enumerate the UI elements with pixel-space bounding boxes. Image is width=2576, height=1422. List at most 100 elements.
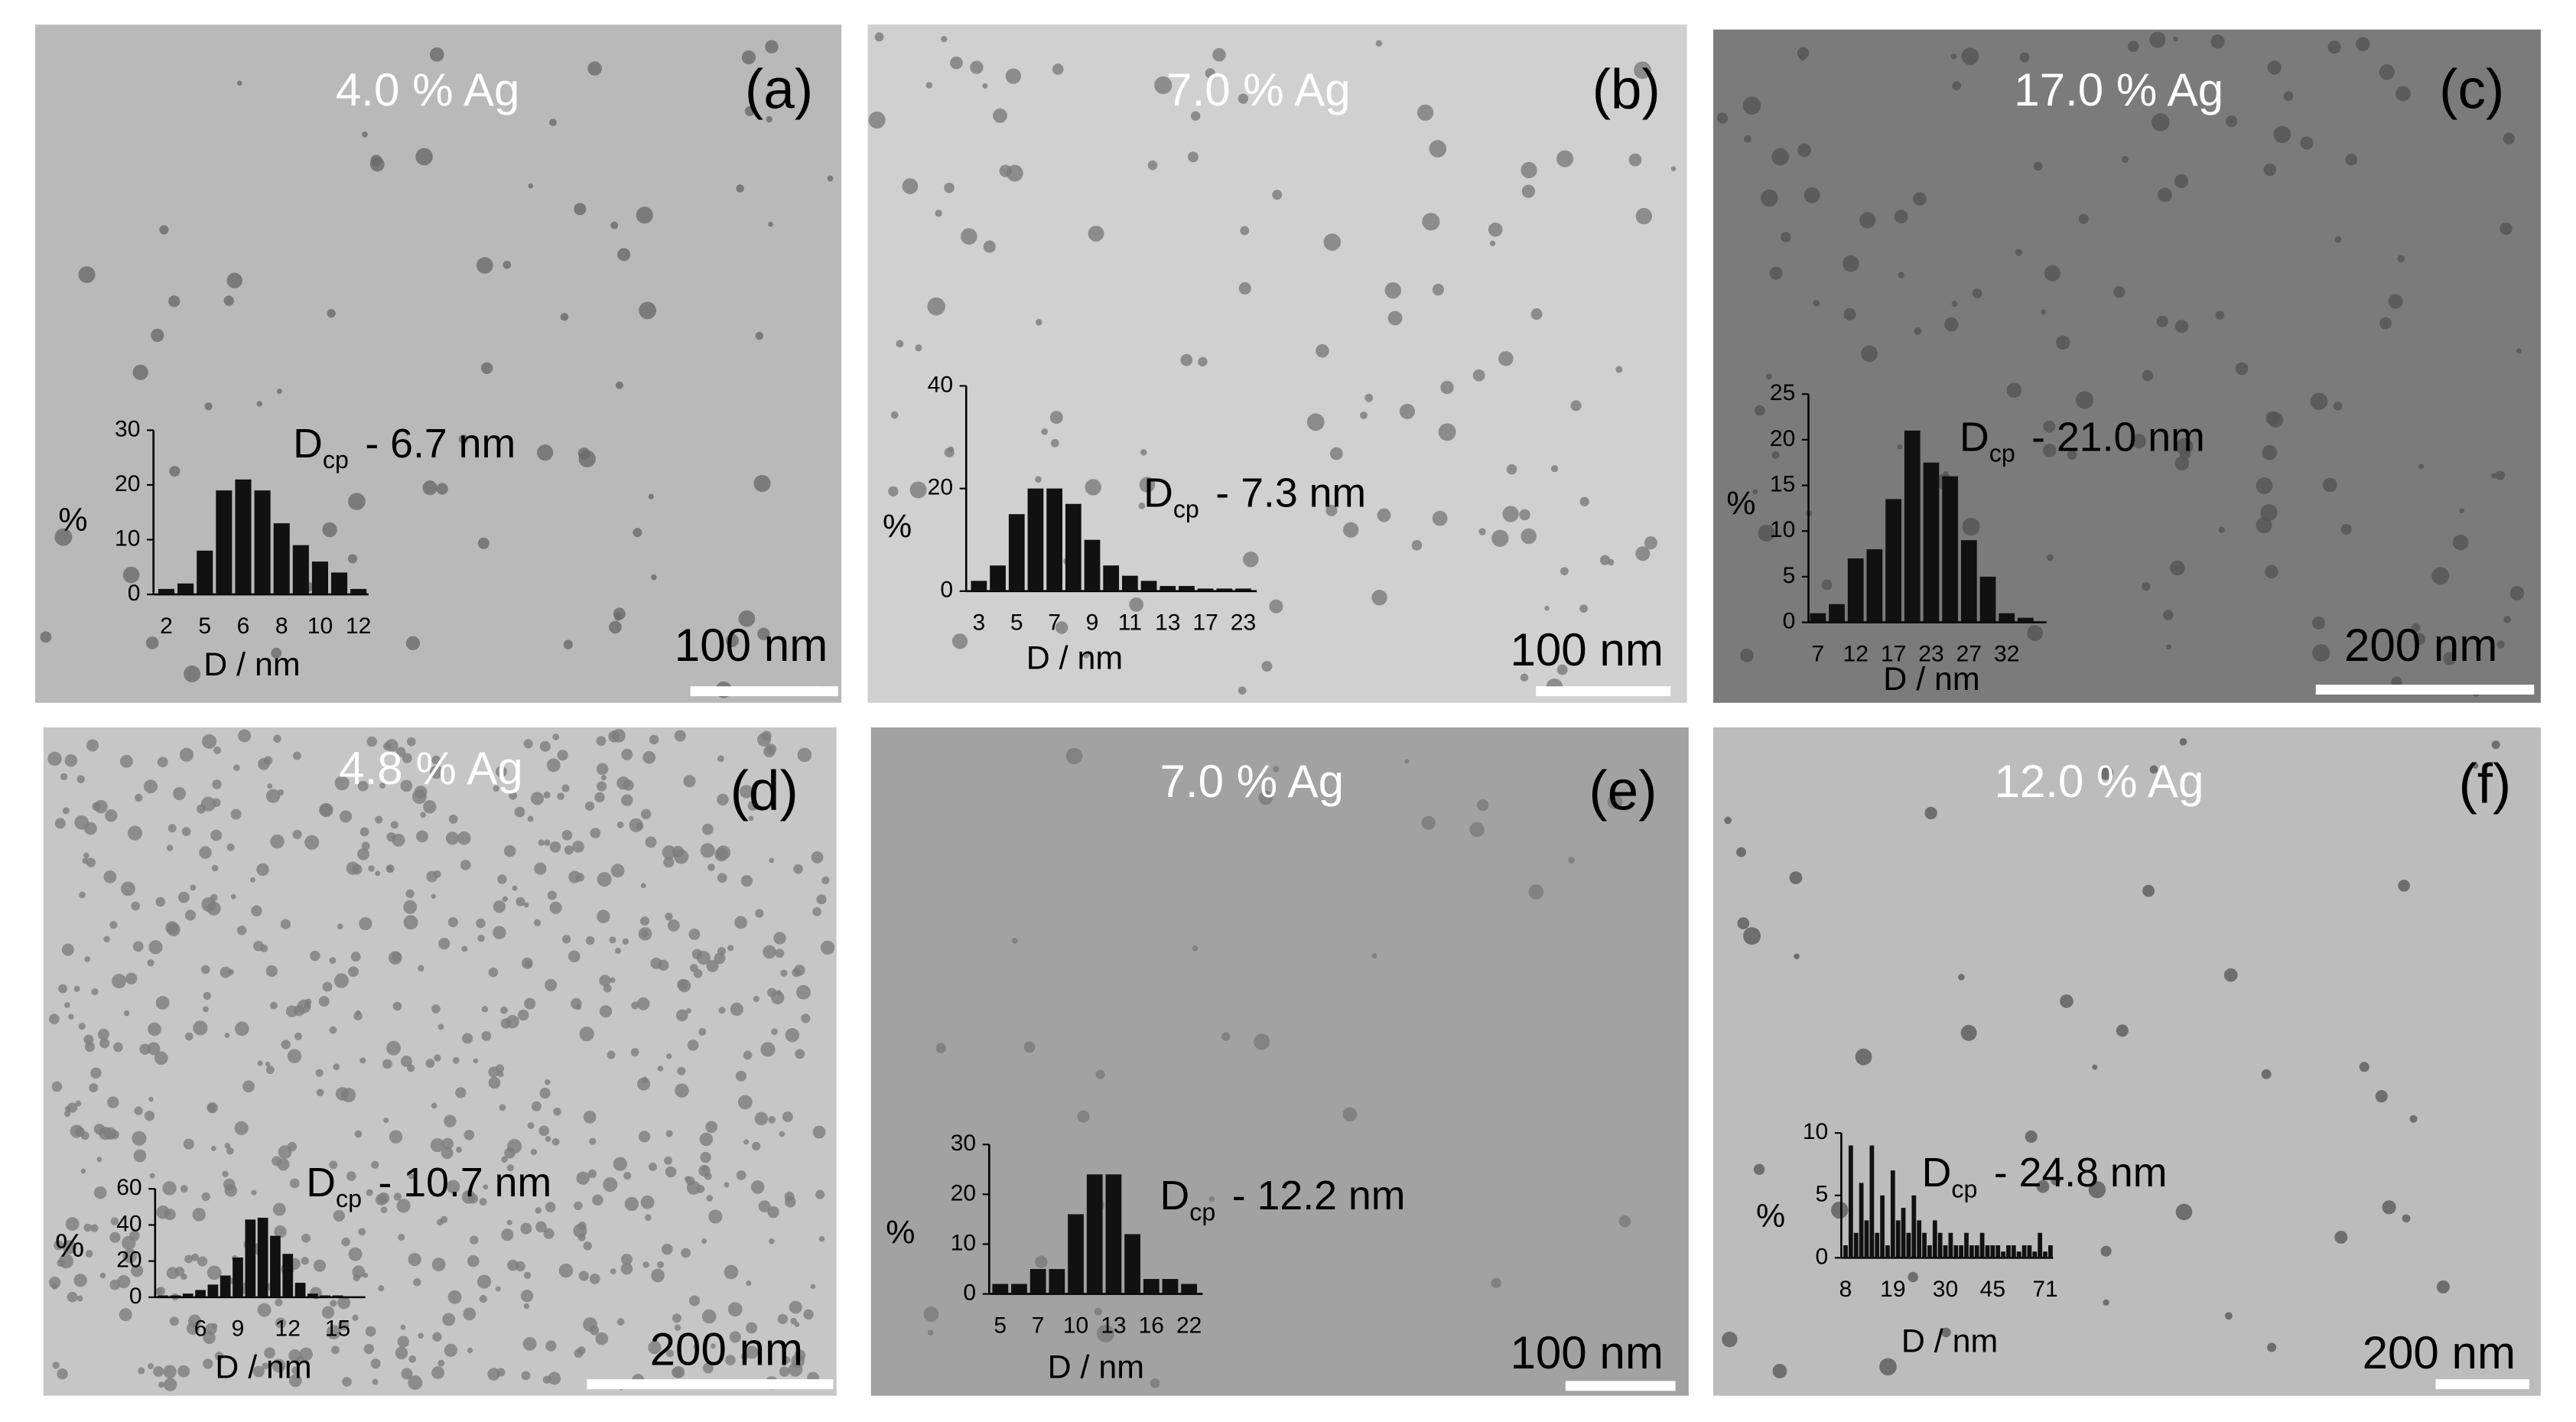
particle <box>2132 434 2147 449</box>
particle <box>616 776 630 790</box>
particle <box>341 1088 356 1103</box>
y-tick-label: 0 <box>940 578 953 603</box>
particle <box>273 734 281 743</box>
bar <box>1880 1195 1885 1258</box>
particle <box>193 1020 208 1036</box>
x-tick-label: 9 <box>232 1316 245 1342</box>
bar <box>195 1290 206 1297</box>
particle <box>2402 1214 2411 1223</box>
particle <box>445 831 460 845</box>
particle <box>127 825 143 841</box>
particle <box>515 1261 525 1272</box>
particle <box>461 1189 476 1204</box>
bar <box>2011 1245 2016 1258</box>
particle <box>446 1180 460 1194</box>
particle <box>2158 187 2172 203</box>
particle <box>52 1362 60 1369</box>
particle <box>1432 510 1448 526</box>
particle <box>277 789 285 796</box>
particle <box>177 891 190 903</box>
particle <box>642 750 656 764</box>
particle <box>797 747 812 763</box>
particle <box>321 1306 335 1319</box>
particle <box>2495 470 2506 480</box>
particle <box>154 1287 163 1296</box>
particle <box>1789 871 1803 884</box>
bar <box>1197 588 1214 591</box>
particle <box>2149 31 2166 48</box>
particle <box>517 1009 529 1021</box>
particle <box>675 1009 688 1022</box>
particle <box>2173 36 2178 42</box>
bar <box>1948 1232 1953 1258</box>
particle <box>442 1313 456 1326</box>
particle <box>771 1028 778 1036</box>
particle <box>927 1329 934 1336</box>
particle <box>571 997 582 1010</box>
particle <box>651 574 657 581</box>
x-tick-label: 12 <box>275 1316 301 1342</box>
bar <box>1904 430 1921 623</box>
particle <box>230 893 236 900</box>
particle <box>40 631 52 643</box>
particle <box>67 1102 78 1113</box>
particle <box>2395 86 2411 102</box>
particle <box>769 857 775 864</box>
bar <box>1917 1220 1922 1258</box>
bar <box>1990 1245 1995 1258</box>
particle <box>662 845 677 860</box>
mean-diameter: Dcp - 6.7 nm <box>293 421 516 473</box>
particle <box>501 1228 514 1241</box>
bar <box>1885 499 1901 623</box>
particle <box>233 764 240 771</box>
particle <box>163 1365 177 1378</box>
y-tick-label: 0 <box>1783 609 1796 634</box>
x-tick-label: 7 <box>1048 610 1061 636</box>
particle <box>476 918 486 929</box>
mean-diameter-symbol: D <box>1960 414 1989 460</box>
particle <box>169 466 181 477</box>
particle <box>90 1224 99 1232</box>
particle <box>431 755 441 765</box>
particle <box>503 260 512 269</box>
particle <box>379 782 385 789</box>
bar <box>182 1293 194 1297</box>
x-tick-label: 17 <box>1192 610 1218 636</box>
particle <box>375 870 381 877</box>
x-tick-label: 27 <box>1956 641 1982 666</box>
particle <box>441 1137 454 1150</box>
particle <box>250 877 255 883</box>
particle <box>574 1349 584 1359</box>
particle <box>400 779 413 792</box>
particle <box>1258 790 1273 805</box>
particle <box>1147 160 1158 171</box>
particle <box>1404 759 1410 764</box>
y-tick-label: 0 <box>128 581 141 606</box>
particle <box>521 1371 531 1381</box>
particle <box>1269 599 1283 613</box>
particle <box>594 792 605 802</box>
particle <box>520 1222 532 1235</box>
particle <box>2500 222 2513 236</box>
particle <box>1550 465 1559 473</box>
particle <box>523 739 533 749</box>
particle <box>463 1307 476 1321</box>
particle <box>207 1101 218 1114</box>
x-tick-label: 7 <box>1032 1313 1045 1338</box>
particle <box>782 1111 793 1122</box>
particle <box>572 841 584 853</box>
mean-diameter-symbol: D <box>1922 1150 1952 1196</box>
particle <box>183 1138 194 1150</box>
particle <box>1740 648 1754 662</box>
particle <box>479 1198 487 1206</box>
mean-diameter-subscript: cp <box>1173 495 1199 522</box>
particle <box>456 1147 462 1153</box>
particle <box>382 742 392 750</box>
particle <box>549 901 562 914</box>
particle <box>2142 582 2151 591</box>
particle <box>563 639 574 649</box>
particle <box>740 1352 749 1361</box>
particle <box>708 1209 723 1224</box>
particle <box>107 1096 119 1108</box>
particle <box>348 966 359 978</box>
